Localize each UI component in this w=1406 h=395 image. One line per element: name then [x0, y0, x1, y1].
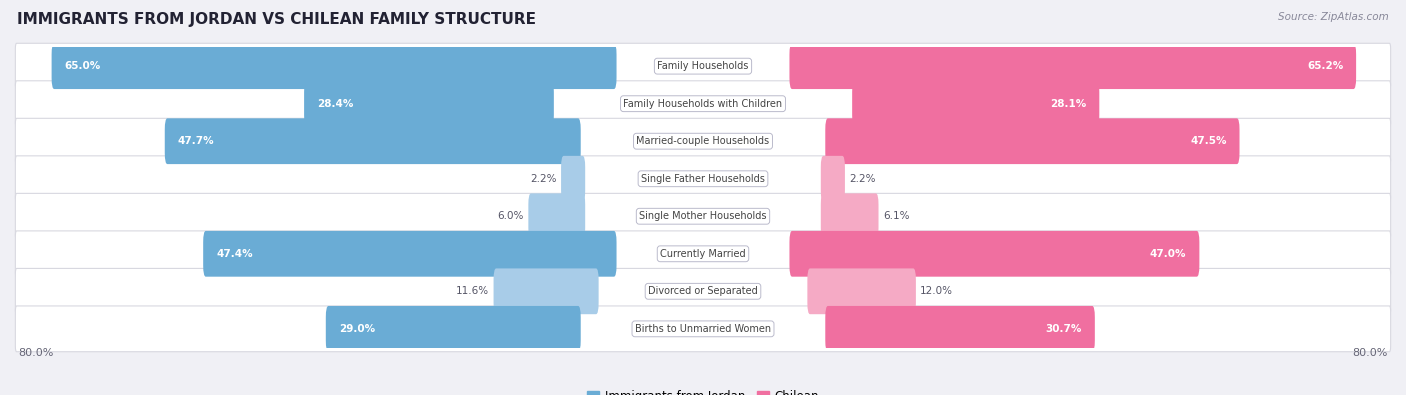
FancyBboxPatch shape [15, 81, 1391, 126]
Text: 47.0%: 47.0% [1150, 249, 1187, 259]
FancyBboxPatch shape [165, 118, 581, 164]
Text: 28.1%: 28.1% [1050, 99, 1087, 109]
FancyBboxPatch shape [15, 194, 1391, 239]
Text: Divorced or Separated: Divorced or Separated [648, 286, 758, 296]
FancyBboxPatch shape [825, 306, 1095, 352]
FancyBboxPatch shape [821, 156, 845, 201]
Text: Currently Married: Currently Married [661, 249, 745, 259]
FancyBboxPatch shape [825, 118, 1240, 164]
Text: 28.4%: 28.4% [316, 99, 353, 109]
Text: 11.6%: 11.6% [456, 286, 489, 296]
FancyBboxPatch shape [789, 43, 1357, 89]
Text: Births to Unmarried Women: Births to Unmarried Women [636, 324, 770, 334]
Text: 12.0%: 12.0% [920, 286, 953, 296]
Text: 6.1%: 6.1% [883, 211, 910, 221]
Text: 47.7%: 47.7% [177, 136, 214, 146]
FancyBboxPatch shape [15, 43, 1391, 89]
FancyBboxPatch shape [529, 194, 585, 239]
Text: 6.0%: 6.0% [498, 211, 524, 221]
FancyBboxPatch shape [15, 269, 1391, 314]
Text: IMMIGRANTS FROM JORDAN VS CHILEAN FAMILY STRUCTURE: IMMIGRANTS FROM JORDAN VS CHILEAN FAMILY… [17, 12, 536, 27]
FancyBboxPatch shape [52, 43, 617, 89]
Text: 47.5%: 47.5% [1189, 136, 1226, 146]
Text: 65.2%: 65.2% [1308, 61, 1343, 71]
FancyBboxPatch shape [494, 269, 599, 314]
Text: 30.7%: 30.7% [1046, 324, 1083, 334]
FancyBboxPatch shape [789, 231, 1199, 276]
Text: Single Mother Households: Single Mother Households [640, 211, 766, 221]
FancyBboxPatch shape [326, 306, 581, 352]
FancyBboxPatch shape [15, 118, 1391, 164]
FancyBboxPatch shape [204, 231, 617, 276]
Text: 80.0%: 80.0% [18, 348, 53, 358]
FancyBboxPatch shape [821, 194, 879, 239]
FancyBboxPatch shape [852, 81, 1099, 126]
Legend: Immigrants from Jordan, Chilean: Immigrants from Jordan, Chilean [582, 385, 824, 395]
Text: 65.0%: 65.0% [65, 61, 101, 71]
FancyBboxPatch shape [15, 231, 1391, 276]
Text: 2.2%: 2.2% [530, 174, 557, 184]
FancyBboxPatch shape [561, 156, 585, 201]
Text: Married-couple Households: Married-couple Households [637, 136, 769, 146]
Text: 2.2%: 2.2% [849, 174, 876, 184]
Text: Family Households: Family Households [658, 61, 748, 71]
Text: 80.0%: 80.0% [1353, 348, 1388, 358]
Text: Single Father Households: Single Father Households [641, 174, 765, 184]
FancyBboxPatch shape [15, 156, 1391, 201]
FancyBboxPatch shape [15, 306, 1391, 352]
Text: Family Households with Children: Family Households with Children [623, 99, 783, 109]
FancyBboxPatch shape [304, 81, 554, 126]
Text: 29.0%: 29.0% [339, 324, 375, 334]
Text: 47.4%: 47.4% [217, 249, 253, 259]
Text: Source: ZipAtlas.com: Source: ZipAtlas.com [1278, 12, 1389, 22]
FancyBboxPatch shape [807, 269, 915, 314]
